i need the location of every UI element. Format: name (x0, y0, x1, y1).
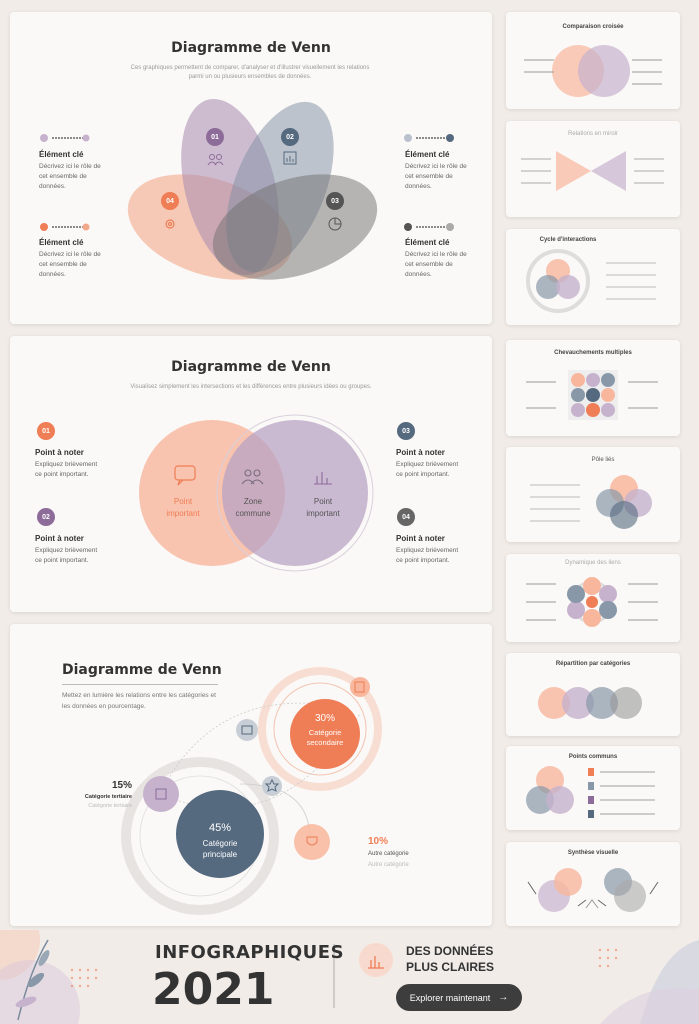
footer: INFOGRAPHIQUES 2021 DES DONNÉES PLUS CLA… (0, 930, 699, 1024)
pie-icon (328, 217, 342, 231)
percent-venn-diagram (121, 667, 382, 915)
slide-title: Diagramme de Venn (171, 359, 331, 375)
point-title-1: Point à noter (35, 448, 84, 457)
item-desc-4: Décrivez ici le rôle de cet ensemble de … (405, 251, 467, 278)
thumb-7[interactable]: Répartition par catégories (506, 653, 680, 736)
bar-chart-icon (314, 472, 332, 485)
users-icon (241, 469, 264, 485)
petal-badge-01: 01 (206, 128, 224, 146)
footer-year: 2021 (152, 964, 275, 1015)
star-icon (264, 778, 280, 792)
two-circle-venn (139, 414, 374, 572)
explore-button-label: Explorer maintenant (409, 992, 491, 1003)
title-underline (62, 684, 218, 685)
petal-badge-03: 03 (326, 192, 344, 210)
main-label: Catégorie principale (202, 839, 238, 859)
item-title-4: Élément clé (405, 238, 450, 247)
point-title-4: Point à noter (396, 534, 445, 543)
petal-venn-diagram (40, 98, 454, 280)
point-badge-01: 01 (37, 422, 55, 440)
doc-icon (354, 681, 365, 693)
thumb-8[interactable]: Points communs (506, 746, 680, 830)
item-title-1: Élément clé (39, 150, 84, 159)
thumb-3[interactable]: Cycle d'interactions (506, 229, 680, 325)
arrow-right-icon: → (498, 992, 509, 1003)
petal-badge-02: 02 (281, 128, 299, 146)
center-label: Zone commune (235, 497, 271, 518)
explore-button[interactable]: Explorer maintenant → (396, 984, 522, 1011)
point-badge-04: 04 (397, 508, 415, 526)
other-label: Autre catégorie (368, 851, 409, 857)
point-desc-4: Expliquez brièvement ce point important. (396, 547, 459, 564)
slide-petal-venn[interactable]: Diagramme de Venn Ces graphiques permett… (10, 12, 492, 324)
footer-tagline-1: DES DONNÉES (406, 944, 494, 958)
secondary-pct: 30% (314, 713, 335, 724)
item-title-3: Élément clé (405, 150, 450, 159)
thumb-1[interactable]: Comparaison croisée (506, 12, 680, 109)
petal-badge-04: 04 (161, 192, 179, 210)
point-title-2: Point à noter (35, 534, 84, 543)
tertiary-label: Catégorie tertiaire (84, 794, 132, 800)
puzzle-icon (155, 788, 167, 800)
other-sub: Autre catégorie (368, 862, 409, 868)
chart-icon (283, 151, 297, 165)
item-desc-2: Décrivez ici le rôle de cet ensemble de … (39, 251, 101, 278)
item-title-2: Élément clé (39, 238, 84, 247)
slide-subtitle: Mettez en lumière les relations entre le… (62, 692, 216, 710)
slide-two-circle-venn[interactable]: Diagramme de Venn Visualisez simplement … (10, 336, 492, 612)
left-circle-label: Point important (166, 497, 200, 518)
tertiary-sub: Catégorie tertiaire (88, 803, 132, 809)
secondary-label: Catégorie secondaire (306, 728, 344, 747)
slide-title: Diagramme de Venn (62, 662, 222, 678)
point-title-3: Point à noter (396, 448, 445, 457)
item-desc-1: Décrivez ici le rôle de cet ensemble de … (39, 163, 101, 190)
box-icon (241, 725, 253, 735)
footer-tagline-2: PLUS CLAIRES (406, 960, 495, 974)
main-pct: 45% (208, 822, 232, 834)
thumb-9[interactable]: Synthèse visuelle (506, 842, 680, 926)
point-desc-3: Expliquez brièvement ce point important. (396, 461, 459, 478)
footer-decoration (0, 930, 699, 1024)
tertiary-pct: 15% (111, 780, 132, 791)
point-badge-03: 03 (397, 422, 415, 440)
point-desc-2: Expliquez brièvement ce point important. (35, 547, 98, 564)
slide-subtitle: Ces graphiques permettent de comparer, d… (130, 65, 370, 80)
slide-subtitle: Visualisez simplement les intersections … (130, 384, 372, 390)
shield-icon (306, 836, 318, 846)
chat-icon (174, 465, 196, 486)
thumb-5[interactable]: Pôle liés (506, 447, 680, 542)
thumb-4[interactable]: Chevauchements multiples (506, 340, 680, 436)
point-badge-02: 02 (37, 508, 55, 526)
slide-title: Diagramme de Venn (171, 40, 331, 56)
right-circle-label: Point important (306, 497, 340, 518)
thumb-2[interactable]: Relations en miroir (506, 121, 680, 217)
footer-heading: INFOGRAPHIQUES (155, 942, 345, 963)
item-desc-3: Décrivez ici le rôle de cet ensemble de … (405, 163, 467, 190)
other-pct: 10% (368, 836, 389, 847)
thumb-6[interactable]: Dynamique des liens (506, 554, 680, 642)
people-icon (207, 154, 224, 166)
slide-percent-venn[interactable]: Diagramme de Venn Mettez en lumière les … (10, 624, 492, 926)
gear-icon (165, 219, 175, 229)
point-desc-1: Expliquez brièvement ce point important. (35, 461, 98, 478)
bar-chart-icon (368, 956, 384, 969)
